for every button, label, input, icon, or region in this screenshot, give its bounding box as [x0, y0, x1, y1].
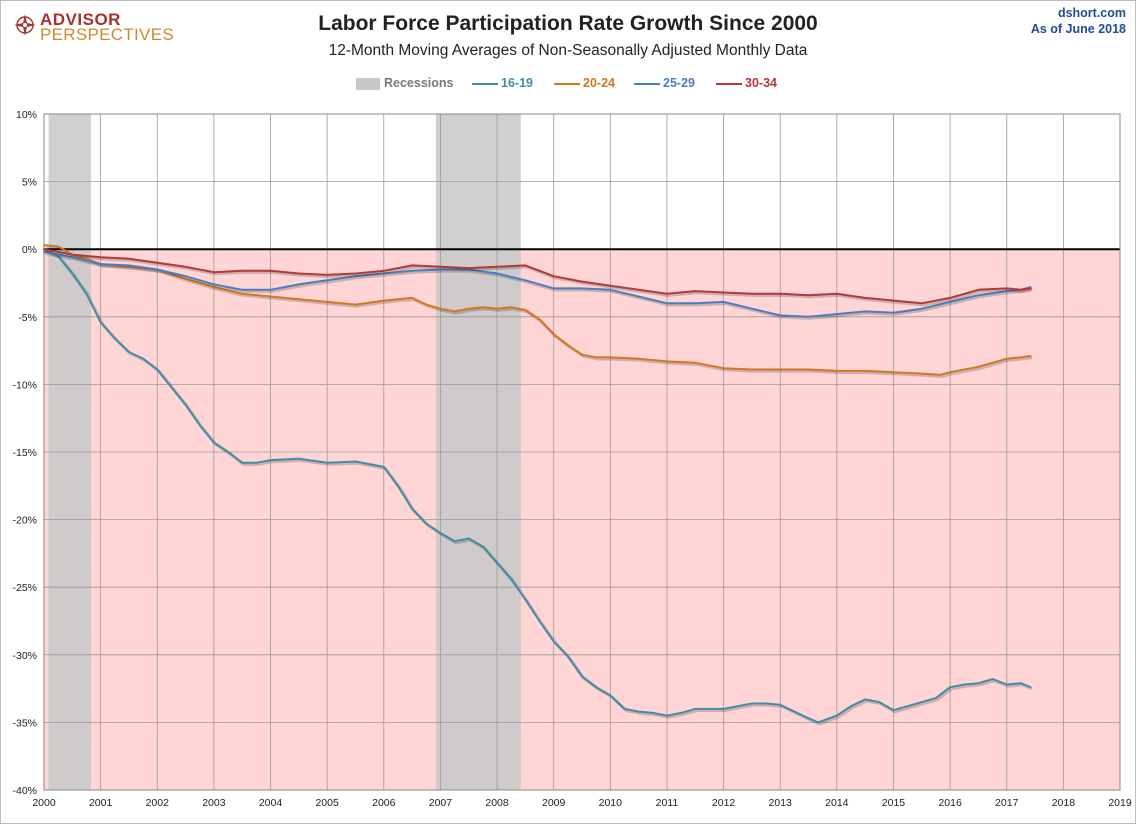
- y-tick-label: -40%: [12, 785, 37, 797]
- y-tick-label: 5%: [22, 177, 37, 189]
- x-tick-label: 2018: [1052, 797, 1076, 809]
- legend-label-16-19: 16-19: [501, 76, 533, 90]
- x-tick-label: 2009: [542, 797, 566, 809]
- legend-swatch-16-19: [472, 82, 498, 85]
- legend-item-30-34: 30-34: [716, 76, 777, 90]
- as-of-date: As of June 2018: [1030, 22, 1126, 36]
- legend-swatch-25-29: [634, 82, 660, 85]
- y-tick-label: -15%: [12, 447, 37, 459]
- legend-item-20-24: 20-24: [554, 76, 615, 90]
- y-tick-label: 0%: [22, 244, 37, 256]
- x-tick-label: 2004: [259, 797, 283, 809]
- legend-swatch-30-34: [716, 82, 742, 85]
- logo-line2: PERSPECTIVES: [40, 25, 174, 44]
- legend-label-30-34: 30-34: [745, 76, 777, 90]
- x-tick-label: 2015: [882, 797, 906, 809]
- x-tick-label: 2012: [712, 797, 736, 809]
- legend-item-16-19: 16-19: [472, 76, 533, 90]
- x-tick-label: 2016: [938, 797, 962, 809]
- y-tick-label: -35%: [12, 717, 37, 729]
- x-tick-label: 2007: [429, 797, 453, 809]
- chart-subtitle: 12-Month Moving Averages of Non-Seasonal…: [328, 42, 808, 59]
- legend-item-recessions: Recessions: [356, 76, 453, 90]
- y-tick-label: -30%: [12, 650, 37, 662]
- y-tick-label: 10%: [16, 109, 37, 121]
- compass-rose-icon: [14, 14, 36, 36]
- x-tick-label: 2000: [32, 797, 56, 809]
- advisor-perspectives-logo: ADVISOR PERSPECTIVES: [14, 10, 184, 44]
- chart-title: Labor Force Participation Rate Growth Si…: [318, 12, 818, 35]
- series-line-20-24: [43, 244, 1032, 376]
- legend-label-20-24: 20-24: [583, 76, 615, 90]
- legend-label-25-29: 25-29: [663, 76, 695, 90]
- source-note: dshort.com As of June 2018: [1031, 5, 1126, 37]
- x-tick-label: 2002: [146, 797, 170, 809]
- series-line-25-29: [43, 250, 1032, 318]
- series-shadow-20-24: [45, 245, 1033, 378]
- y-tick-label: -5%: [18, 312, 37, 324]
- legend-item-25-29: 25-29: [634, 76, 695, 90]
- series-line-16-19: [43, 248, 1032, 724]
- x-tick-label: 2008: [485, 797, 509, 809]
- legend-swatch-20-24: [554, 82, 580, 85]
- y-tick-label: -10%: [12, 379, 37, 391]
- y-tick-label: -25%: [12, 582, 37, 594]
- x-tick-label: 2014: [825, 797, 849, 809]
- x-tick-label: 2013: [769, 797, 793, 809]
- y-tick-label: -20%: [12, 515, 37, 527]
- x-tick-label: 2010: [599, 797, 623, 809]
- plot-border: [43, 113, 1121, 791]
- x-tick-label: 2017: [995, 797, 1019, 809]
- series-shadow-30-34: [45, 249, 1033, 307]
- series-shadow-25-29: [45, 251, 1033, 320]
- x-tick-label: 2006: [372, 797, 396, 809]
- legend-label-recessions: Recessions: [384, 76, 454, 90]
- logo-line1: ADVISOR: [40, 10, 121, 29]
- x-tick-label: 2001: [89, 797, 113, 809]
- x-tick-label: 2019: [1108, 797, 1132, 809]
- x-tick-label: 2005: [315, 797, 339, 809]
- series-line-30-34: [43, 248, 1032, 305]
- recession-swatch: [356, 77, 380, 90]
- source-site: dshort.com: [1057, 6, 1126, 20]
- x-tick-label: 2011: [656, 797, 679, 809]
- chart-legend: Recessions 16-19 20-24 25-29 30-34: [0, 76, 1136, 94]
- x-tick-label: 2003: [202, 797, 226, 809]
